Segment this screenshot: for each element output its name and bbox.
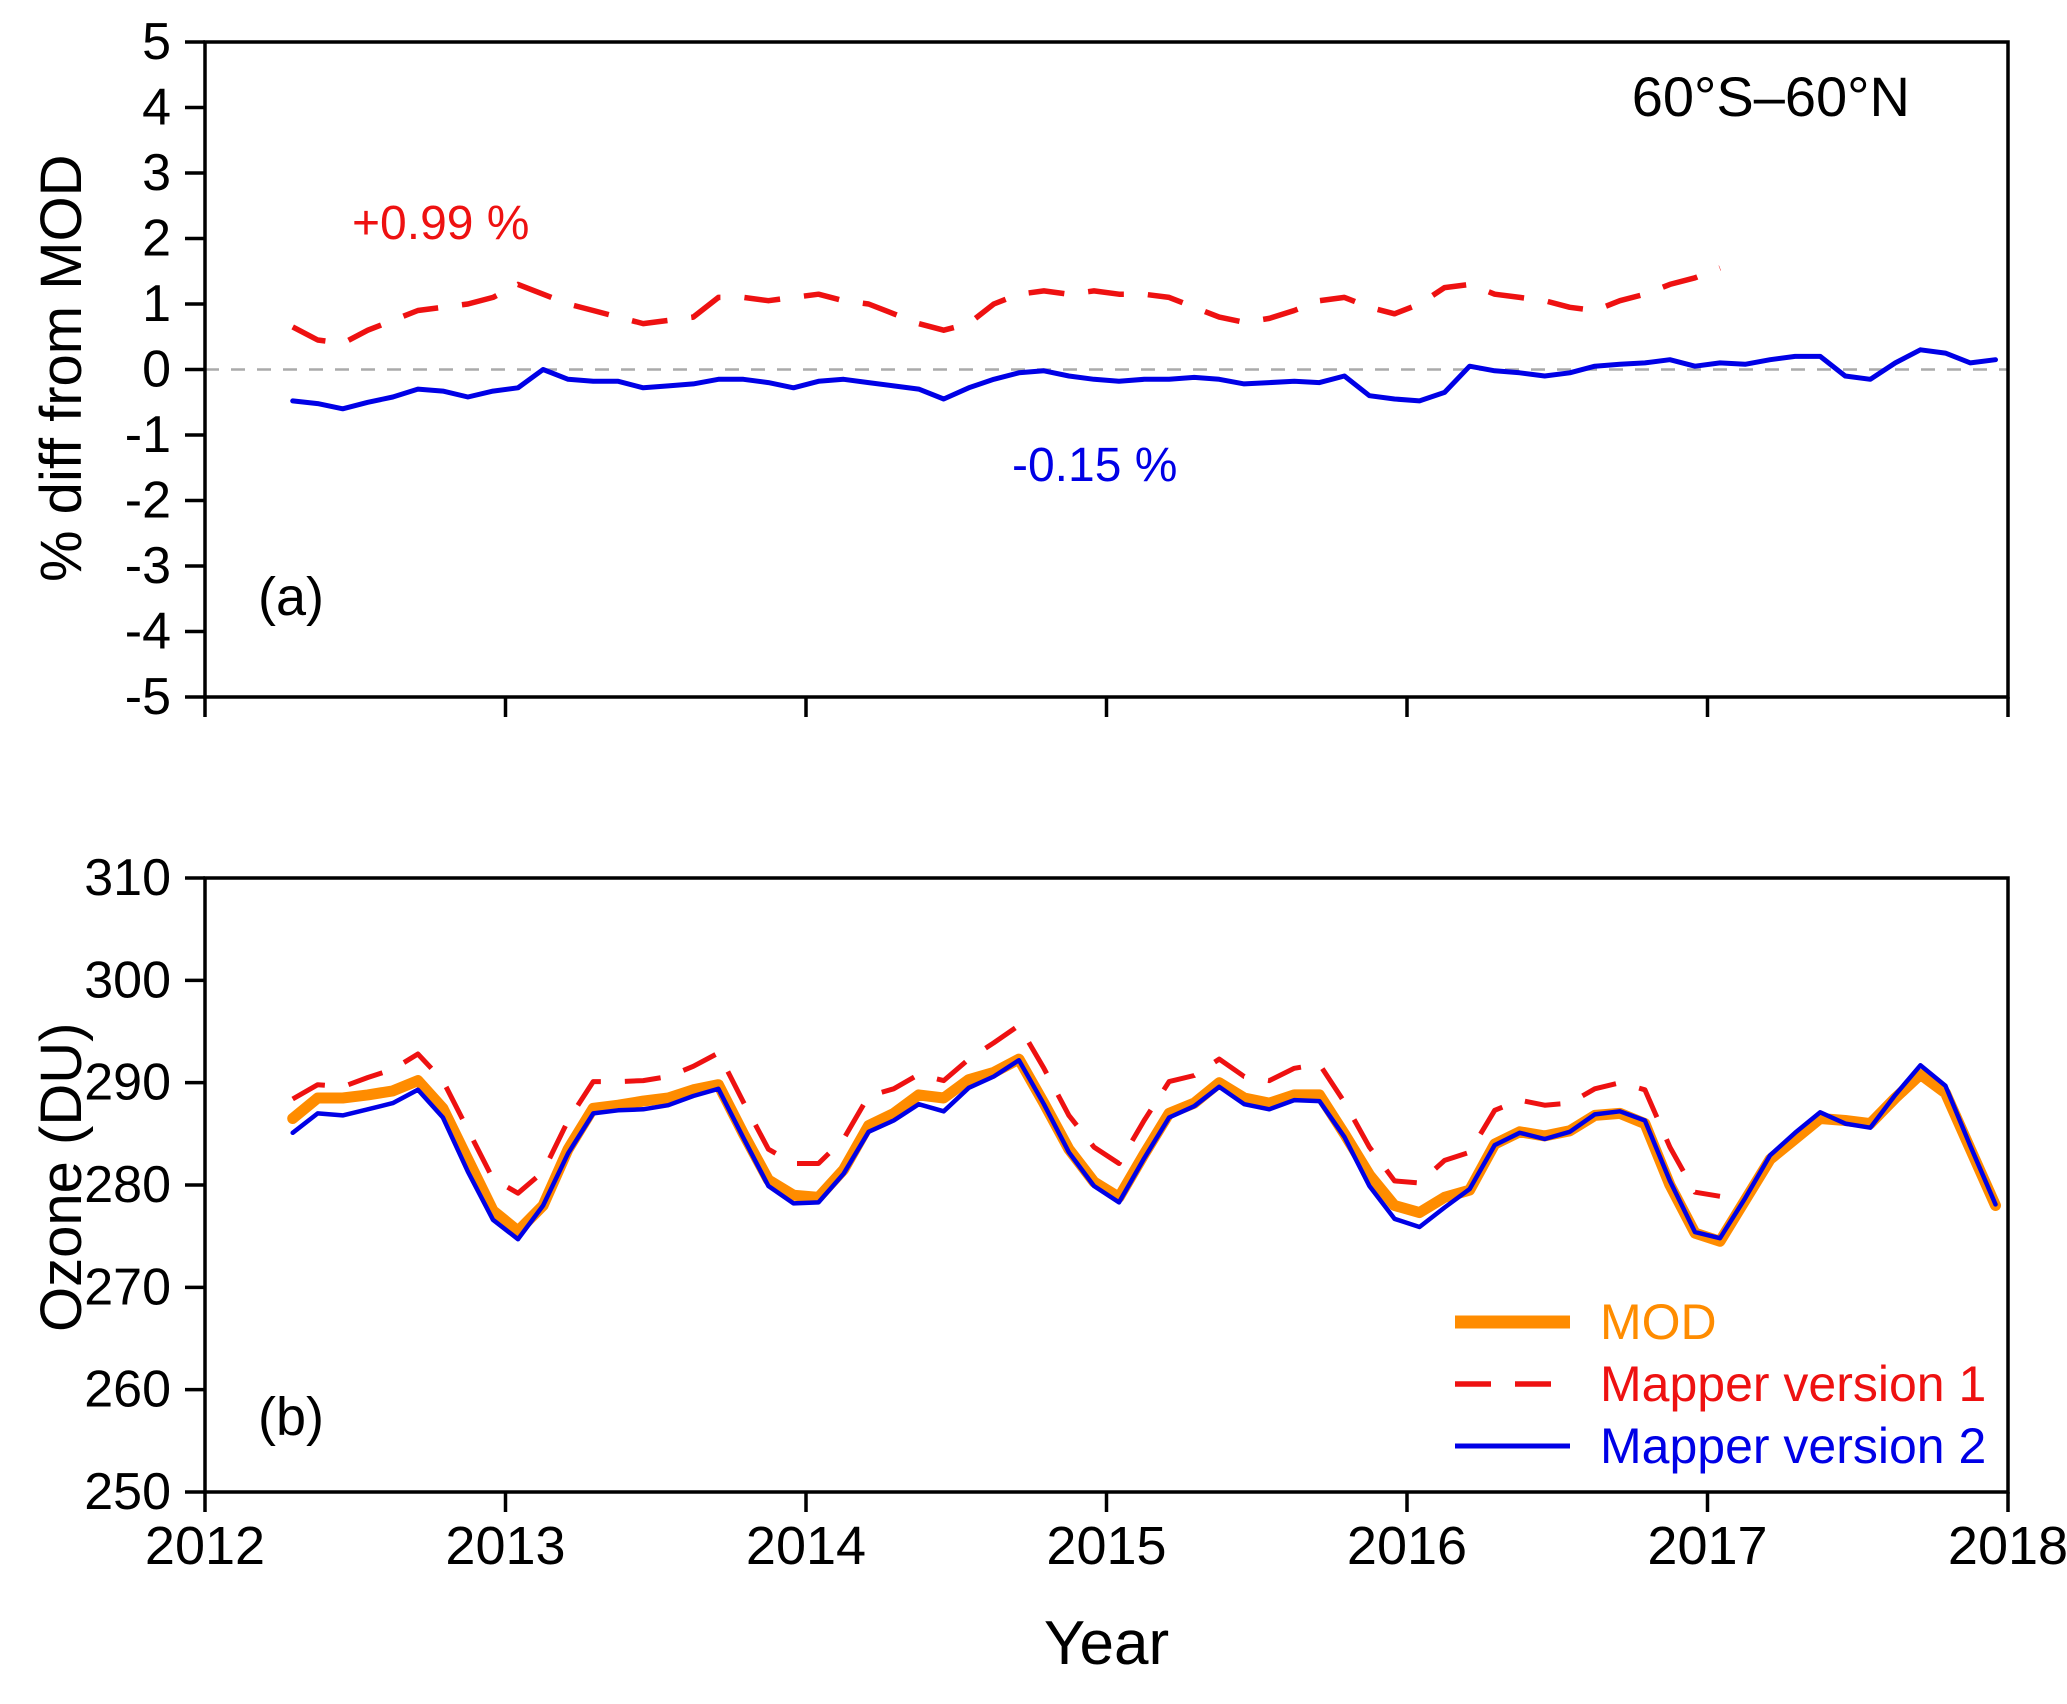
y-tick-label: 250 (84, 1463, 171, 1521)
x-tick-label: 2013 (445, 1516, 565, 1576)
x-tick-label: 2016 (1347, 1516, 1467, 1576)
panel-b-letter: (b) (258, 1387, 324, 1447)
y-tick-label: 3 (142, 144, 171, 202)
x-axis-title: Year (1043, 1609, 1170, 1678)
y-tick-label: 310 (84, 849, 171, 907)
mean-diff-label-mapper-v1: +0.99 % (352, 197, 530, 250)
panel-a-letter: (a) (258, 567, 324, 627)
mod-line (287, 1053, 2001, 1247)
x-tick-label: 2015 (1046, 1516, 1166, 1576)
panel-a-y-axis-title: % diff from MOD (29, 154, 94, 582)
y-tick-label: 270 (84, 1258, 171, 1316)
mean-diff-label-mapper-v2: -0.15 % (1012, 439, 1178, 492)
x-tick-label: 2018 (1948, 1516, 2067, 1576)
x-tick-label: 2012 (145, 1516, 265, 1576)
y-tick-label: 260 (84, 1361, 171, 1419)
y-tick-label: 290 (84, 1054, 171, 1112)
y-tick-label: 5 (142, 13, 171, 71)
x-tick-label: 2014 (746, 1516, 866, 1576)
panel-a: -5 -4 -3 -2 -1 0 1 2 3 4 5 (125, 13, 2010, 726)
y-tick-label: -2 (125, 472, 171, 530)
y-tick-label: -4 (125, 603, 171, 661)
legend-label-mod-line: MOD (1600, 1294, 1717, 1350)
mapper-v1-diff-line (291, 265, 1722, 347)
y-tick-label: 1 (142, 275, 171, 333)
y-tick-label: -5 (125, 668, 171, 726)
mapper-v2-line (290, 1057, 1998, 1242)
mapper-v1-line (291, 1022, 1721, 1199)
panel-b-y-axis-title: Ozone (DU) (29, 1022, 94, 1332)
y-tick-label: -1 (125, 406, 171, 464)
legend-label-mapper-v2-line: Mapper version 2 (1600, 1418, 1986, 1474)
panel-b: 250 260 270 280 290 300 310 2012 2013 2014 2015 201… (84, 849, 2067, 1576)
y-tick-label: -3 (125, 537, 171, 595)
y-tick-label: 300 (84, 951, 171, 1009)
x-tick-label: 2017 (1647, 1516, 1767, 1576)
y-tick-label: 4 (142, 79, 171, 137)
mapper-v2-diff-line (290, 347, 1998, 412)
region-label: 60°S–60°N (1631, 65, 1910, 128)
y-tick-label: 2 (142, 210, 171, 268)
legend-label-mapper-v1-line: Mapper version 1 (1600, 1356, 1986, 1412)
y-tick-label: 0 (142, 341, 171, 399)
y-tick-label: 280 (84, 1156, 171, 1214)
